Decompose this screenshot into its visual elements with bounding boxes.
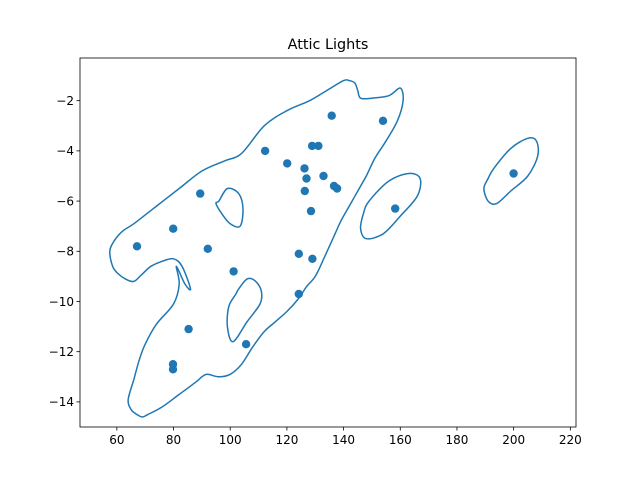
data-point <box>260 146 270 156</box>
density-contours <box>109 79 540 418</box>
x-tick-label: 180 <box>446 433 469 447</box>
y-axis: −2 −4 −6 −8 −10 −12 −14 <box>49 94 80 409</box>
y-tick-label: −10 <box>49 295 74 309</box>
y-tick-label: −12 <box>49 345 74 359</box>
data-point <box>196 189 205 198</box>
plot-frame <box>79 57 577 428</box>
x-tick-label: 200 <box>502 433 525 447</box>
chart-title: Attic Lights <box>288 37 369 53</box>
data-point <box>203 244 212 253</box>
data-point <box>169 224 178 233</box>
data-point <box>378 116 388 126</box>
data-point <box>314 141 323 151</box>
data-point <box>319 171 328 181</box>
data-point <box>300 186 309 196</box>
data-point <box>327 111 336 120</box>
x-tick-label: 220 <box>559 433 582 447</box>
data-point <box>283 159 292 168</box>
contour-hole-lower-line <box>226 277 263 343</box>
data-point <box>300 164 309 173</box>
x-tick-label: 80 <box>166 433 181 447</box>
x-tick-label: 60 <box>109 433 124 447</box>
x-tick-label: 100 <box>219 433 242 447</box>
scatter-points <box>132 111 518 374</box>
data-point <box>132 242 142 251</box>
data-point <box>391 204 400 213</box>
data-point <box>229 267 238 276</box>
y-tick-label: −8 <box>56 245 74 259</box>
x-tick-label: 160 <box>389 433 412 447</box>
data-point <box>168 365 178 374</box>
x-tick-label: 140 <box>332 433 355 447</box>
data-point <box>308 254 317 263</box>
y-tick-label: −14 <box>49 395 74 409</box>
data-point <box>332 184 342 193</box>
data-point <box>302 174 311 183</box>
data-point <box>184 324 193 334</box>
data-point <box>241 340 251 349</box>
y-tick-label: −2 <box>56 94 74 108</box>
x-tick-label: 120 <box>275 433 298 447</box>
contour-hole-upper-line <box>215 187 244 228</box>
x-axis: 60 80 100 120 140 160 180 200 220 <box>109 427 582 447</box>
data-point <box>294 289 303 299</box>
contour-island-right-line <box>483 137 540 206</box>
data-point <box>306 206 316 216</box>
contour-main-line <box>109 79 404 418</box>
data-point <box>294 249 303 258</box>
y-tick-label: −4 <box>56 144 74 158</box>
contour-island-mid-line <box>359 172 422 240</box>
data-point <box>509 169 518 178</box>
y-tick-label: −6 <box>56 194 74 208</box>
data-point <box>307 141 317 151</box>
